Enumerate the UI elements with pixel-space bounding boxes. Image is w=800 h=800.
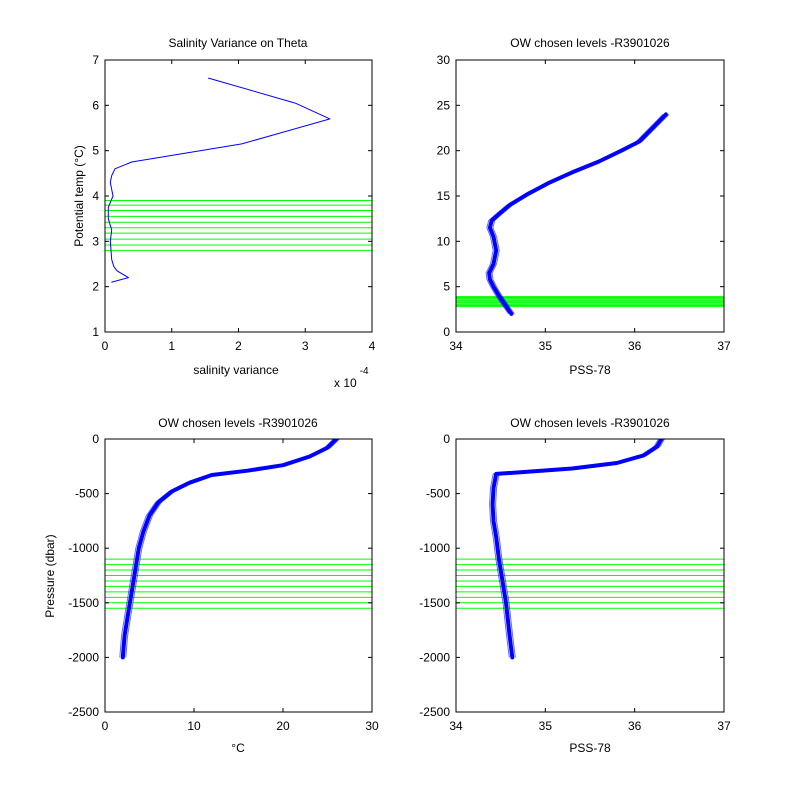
x-tick-label: 20 — [276, 719, 290, 733]
y-tick-label: -500 — [426, 487, 450, 501]
plot-2-data-area — [456, 112, 724, 316]
plot-1-data-area — [105, 77, 372, 283]
x-tick-label: 34 — [449, 339, 463, 353]
x-tick-label: 4 — [369, 339, 376, 353]
y-tick-label: 5 — [443, 280, 450, 294]
profile-line — [485, 114, 664, 315]
panel-3-title: OW chosen levels -R3901026 — [158, 416, 318, 430]
x-tick-label: 0 — [102, 339, 109, 353]
panel-salinity-variance: Salinity Variance on Theta salinity vari… — [72, 36, 369, 390]
panel-pressure-salinity: OW chosen levels -R3901026 PSS-78 — [510, 416, 670, 755]
y-tick-label: -2000 — [68, 650, 99, 664]
y-tick-label: 0 — [443, 432, 450, 446]
panel-1-xlabel: salinity variance — [193, 363, 279, 377]
x-tick-label: 10 — [187, 719, 201, 733]
profile-line — [489, 439, 659, 658]
y-tick-label: 5 — [92, 144, 99, 158]
y-tick-label: 10 — [437, 234, 451, 248]
y-tick-label: 15 — [437, 189, 451, 203]
panel-3-xlabel: °C — [231, 741, 245, 755]
y-tick-label: -500 — [75, 487, 99, 501]
y-tick-label: 30 — [437, 53, 451, 67]
panel-pressure-temperature: OW chosen levels -R3901026 °C Pressure (… — [43, 416, 318, 755]
panel-1-ylabel: Potential temp (°C) — [72, 145, 86, 247]
panel-1-x-exponent-base: x 10 — [334, 376, 357, 390]
panel-4-xlabel: PSS-78 — [569, 741, 611, 755]
profile-line — [120, 439, 339, 660]
y-tick-label: 6 — [92, 98, 99, 112]
profile-line — [125, 439, 340, 658]
y-tick-label: -2500 — [419, 705, 450, 719]
profile-line — [491, 114, 670, 315]
y-tick-label: 2 — [92, 280, 99, 294]
x-tick-label: 3 — [302, 339, 309, 353]
profile-line — [495, 439, 665, 658]
y-tick-label: 7 — [92, 53, 99, 67]
y-tick-label: 0 — [92, 432, 99, 446]
plot-2: 34 35 36 37 0 5 10 15 20 25 30 — [437, 53, 731, 353]
plot-4: 34 35 36 37 -2500 -2000 -1500 -1000 -500 0 — [419, 432, 731, 733]
y-tick-label: 3 — [92, 234, 99, 248]
y-tick-label: 0 — [443, 325, 450, 339]
x-tick-label: 34 — [449, 719, 463, 733]
y-tick-label: -2000 — [419, 650, 450, 664]
panel-1-title: Salinity Variance on Theta — [169, 36, 308, 50]
plot-4-data-area — [456, 439, 724, 660]
y-tick-label: 4 — [92, 189, 99, 203]
x-tick-label: 2 — [235, 339, 242, 353]
x-tick-label: 36 — [628, 719, 642, 733]
plot-3-data-area — [105, 439, 372, 660]
profile-line — [119, 439, 334, 658]
x-tick-label: 30 — [365, 719, 379, 733]
plot-frame — [455, 438, 725, 713]
x-tick-label: 36 — [628, 339, 642, 353]
y-tick-label: -1000 — [68, 541, 99, 555]
y-tick-label: -1500 — [419, 596, 450, 610]
panel-3-ylabel: Pressure (dbar) — [43, 534, 57, 617]
y-tick-label: 20 — [437, 144, 451, 158]
panel-2-title: OW chosen levels -R3901026 — [510, 36, 670, 50]
panel-2-xlabel: PSS-78 — [569, 363, 611, 377]
y-tick-label: -1500 — [68, 596, 99, 610]
y-tick-label: -2500 — [68, 705, 99, 719]
x-tick-label: 37 — [717, 719, 731, 733]
plot-frame — [104, 438, 373, 713]
x-tick-label: 1 — [168, 339, 175, 353]
y-tick-label: -1000 — [419, 541, 450, 555]
profile-line — [487, 112, 668, 316]
x-tick-label: 0 — [102, 719, 109, 733]
profile-line — [490, 439, 664, 660]
panel-1-x-exponent-power: -4 — [360, 366, 369, 377]
x-tick-label: 35 — [539, 719, 553, 733]
profile-line — [107, 77, 331, 283]
x-tick-label: 37 — [717, 339, 731, 353]
panel-1-x-exponent: x 10-4 — [334, 366, 369, 390]
panel-theta-salinity: OW chosen levels -R3901026 PSS-78 — [510, 36, 670, 377]
y-tick-label: 25 — [437, 98, 451, 112]
panel-4-title: OW chosen levels -R3901026 — [510, 416, 670, 430]
y-tick-label: 1 — [92, 325, 99, 339]
plot-3: 0 10 20 30 -2500 -2000 -1500 -1000 -500 0 — [68, 432, 379, 733]
x-tick-label: 35 — [539, 339, 553, 353]
